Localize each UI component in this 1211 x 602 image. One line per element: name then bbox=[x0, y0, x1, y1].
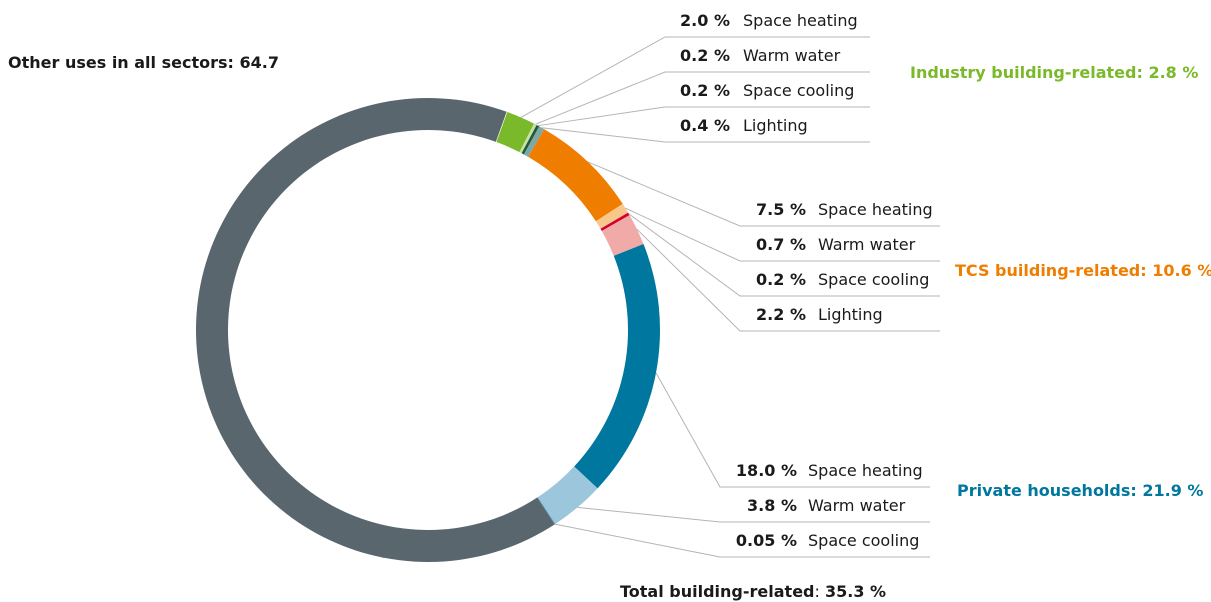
segment-value: 7.5 % bbox=[756, 200, 806, 219]
donut-segment bbox=[601, 215, 644, 256]
segment-category: Space heating bbox=[743, 11, 858, 30]
donut-segment bbox=[528, 129, 623, 222]
donut-segment bbox=[496, 111, 535, 153]
group-name: Industry building-related bbox=[910, 63, 1136, 82]
other-name: Other uses in all sectors bbox=[8, 53, 228, 72]
leader-line bbox=[625, 207, 940, 262]
leader-line bbox=[587, 161, 940, 227]
segment-value: 0.4 % bbox=[680, 116, 730, 135]
segment-value: 3.8 % bbox=[747, 496, 797, 515]
group-name: Private households bbox=[957, 481, 1130, 500]
group-name: TCS building-related bbox=[955, 261, 1140, 280]
donut-segment bbox=[196, 97, 555, 563]
separator: : bbox=[1140, 261, 1152, 280]
leader-line bbox=[520, 36, 870, 118]
donut-segment bbox=[574, 243, 660, 489]
leader-line bbox=[655, 372, 930, 488]
group-label: Private households: 21.9 % bbox=[957, 481, 1203, 500]
segment-category: Warm water bbox=[818, 235, 916, 254]
segment-category: Space heating bbox=[818, 200, 933, 219]
leader-line bbox=[577, 506, 930, 523]
separator: : bbox=[815, 582, 825, 601]
segment-category: Lighting bbox=[818, 305, 883, 324]
segment-value: 2.0 % bbox=[680, 11, 730, 30]
other-value: 64.7 bbox=[239, 53, 278, 72]
segment-category: Lighting bbox=[743, 116, 808, 135]
donut-segment bbox=[519, 123, 537, 154]
leader-line bbox=[636, 228, 940, 332]
donut-segment bbox=[537, 466, 598, 524]
segment-category: Space cooling bbox=[808, 531, 919, 550]
segment-category: Space cooling bbox=[818, 270, 929, 289]
donut-segment bbox=[523, 126, 545, 157]
segment-value: 0.2 % bbox=[680, 81, 730, 100]
segment-value: 2.2 % bbox=[756, 305, 806, 324]
donut-segment bbox=[600, 212, 630, 231]
segment-category: Space heating bbox=[808, 461, 923, 480]
segment-category: Space cooling bbox=[743, 81, 854, 100]
segment-category: Warm water bbox=[743, 46, 841, 65]
group-label: TCS building-related: 10.6 % bbox=[955, 261, 1211, 280]
total-label: Total building-related: 35.3 % bbox=[620, 582, 886, 601]
total-name: Total building-related bbox=[620, 582, 815, 601]
leader-line bbox=[537, 106, 870, 127]
group-label: Industry building-related: 2.8 % bbox=[910, 63, 1198, 82]
donut-segment bbox=[537, 497, 556, 525]
leader-line bbox=[535, 71, 870, 125]
donut-segment bbox=[521, 125, 540, 155]
segment-value: 0.05 % bbox=[736, 531, 797, 550]
other-label: Other uses in all sectors: 64.7 bbox=[8, 53, 279, 72]
leader-line bbox=[554, 523, 930, 558]
total-value: 35.3 % bbox=[825, 582, 886, 601]
group-value: 21.9 % bbox=[1142, 481, 1203, 500]
leader-line bbox=[541, 127, 870, 143]
leader-line bbox=[628, 213, 940, 297]
separator: : bbox=[1136, 63, 1148, 82]
donut-segment bbox=[595, 203, 629, 229]
separator: : bbox=[228, 53, 240, 72]
group-value: 10.6 % bbox=[1152, 261, 1211, 280]
group-value: 2.8 % bbox=[1148, 63, 1198, 82]
segment-value: 0.7 % bbox=[756, 235, 806, 254]
segment-value: 0.2 % bbox=[680, 46, 730, 65]
segment-value: 18.0 % bbox=[736, 461, 797, 480]
separator: : bbox=[1130, 481, 1142, 500]
segment-value: 0.2 % bbox=[756, 270, 806, 289]
segment-category: Warm water bbox=[808, 496, 906, 515]
